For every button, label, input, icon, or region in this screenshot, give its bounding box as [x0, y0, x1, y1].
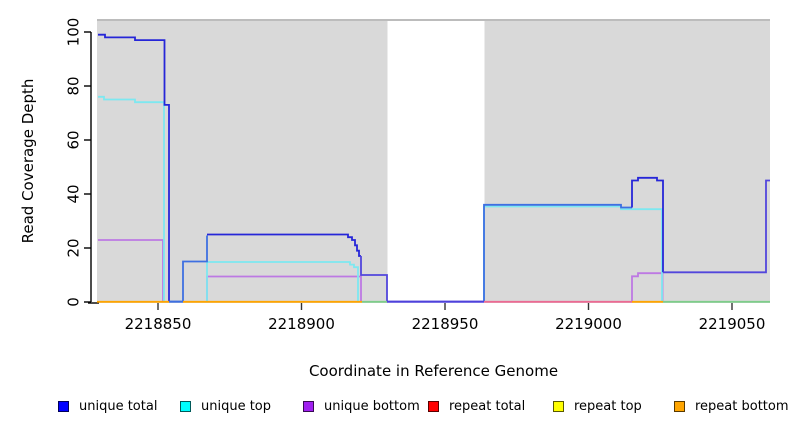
y-tick-label: 20 — [65, 238, 83, 257]
x-tick-label: 2218900 — [268, 315, 335, 333]
x-tick-label: 2218850 — [125, 315, 192, 333]
series-unique-bottom-left — [98, 239, 164, 302]
legend-item-repeat-top: repeat top — [553, 398, 642, 414]
legend-item-repeat-bottom: repeat bottom — [674, 398, 789, 414]
legend-label: repeat total — [449, 398, 526, 414]
y-tick-label: 40 — [65, 184, 83, 203]
y-tick-label: 60 — [65, 130, 83, 149]
legend-label: unique top — [201, 398, 272, 414]
legend-label: repeat bottom — [695, 398, 789, 414]
legend-label: repeat top — [574, 398, 642, 414]
series-unique-total-f — [631, 176, 664, 273]
series-unique-total-e — [483, 203, 632, 302]
legend-swatch-icon — [553, 400, 564, 412]
series-unique-top-mid — [206, 261, 359, 302]
y-axis-title: Read Coverage Depth — [19, 78, 37, 244]
legend-swatch-icon — [674, 400, 685, 412]
legend: unique total unique top unique bottom repea… — [0, 398, 792, 420]
legend-label: unique bottom — [324, 398, 420, 414]
legend-label: unique total — [79, 398, 158, 414]
series-unique-total-g — [663, 179, 770, 274]
x-tick-label: 2218950 — [412, 315, 479, 333]
y-tick-label: 0 — [65, 297, 83, 307]
legend-swatch-icon — [58, 400, 69, 412]
x-axis-title: Coordinate in Reference Genome — [308, 362, 559, 380]
legend-swatch-icon — [428, 400, 439, 412]
legend-item-unique-bottom: unique bottom — [303, 398, 420, 414]
y-tick-label: 100 — [65, 18, 83, 47]
series-unique-total-a — [98, 33, 170, 302]
y-tick-label: 80 — [65, 76, 83, 95]
legend-item-unique-total: unique total — [58, 398, 157, 414]
x-tick-label: 2219050 — [699, 315, 766, 333]
legend-item-unique-top: unique top — [180, 398, 271, 414]
legend-item-repeat-total: repeat total — [428, 398, 525, 414]
legend-swatch-icon — [303, 400, 314, 412]
legend-swatch-icon — [180, 400, 191, 412]
masked-region — [387, 21, 485, 303]
series-unique-total-c — [207, 233, 361, 257]
x-tick-label: 2219000 — [555, 315, 622, 333]
